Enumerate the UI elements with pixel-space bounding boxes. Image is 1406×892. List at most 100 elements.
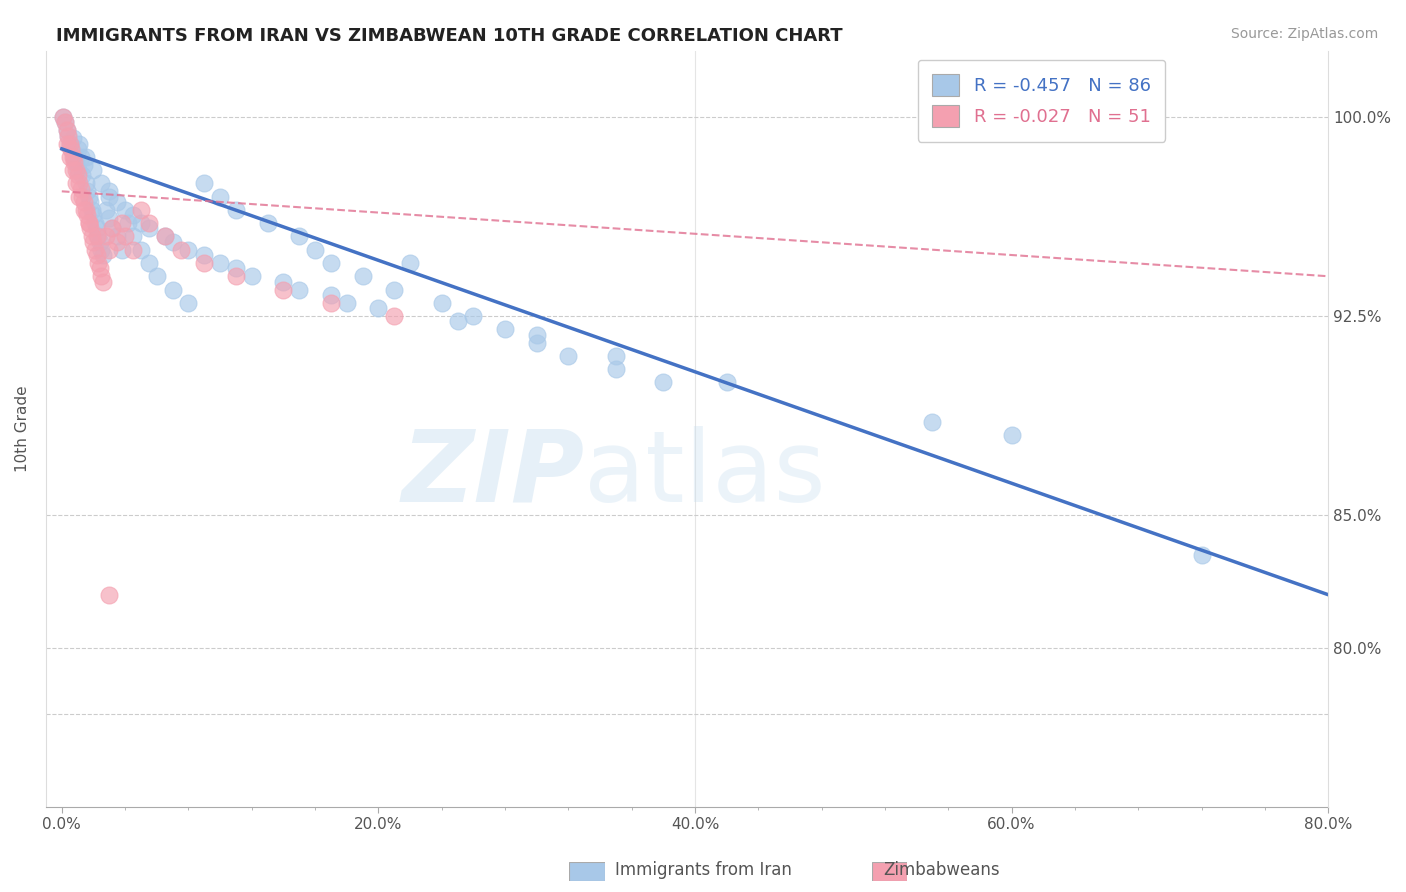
Point [336, 295, 359, 310]
Point [162, 283, 184, 297]
Point [67, 177, 90, 191]
Point [111, 216, 134, 230]
Point [225, 269, 247, 284]
Point [319, 295, 342, 310]
Point [122, 229, 145, 244]
Point [53, 115, 76, 129]
Point [138, 216, 160, 230]
Point [526, 335, 548, 350]
Point [66, 163, 89, 178]
Point [98, 184, 121, 198]
Point [91, 248, 114, 262]
Point [90, 243, 112, 257]
Point [367, 301, 389, 315]
Point [90, 177, 112, 191]
Text: IMMIGRANTS FROM IRAN VS ZIMBABWEAN 10TH GRADE CORRELATION CHART: IMMIGRANTS FROM IRAN VS ZIMBABWEAN 10TH … [56, 27, 842, 45]
Point [382, 283, 405, 297]
Point [59, 136, 82, 151]
Point [122, 208, 145, 222]
Point [63, 150, 86, 164]
Point [73, 158, 96, 172]
Point [75, 202, 97, 217]
Point [153, 229, 176, 244]
Point [557, 349, 579, 363]
Point [89, 235, 111, 249]
Point [225, 202, 247, 217]
Text: Zimbabweans: Zimbabweans [884, 861, 1000, 879]
Point [1191, 548, 1213, 562]
Point [94, 202, 117, 217]
Point [80, 229, 103, 244]
Point [399, 256, 422, 270]
Point [84, 243, 107, 257]
Point [89, 261, 111, 276]
Point [53, 115, 76, 129]
Point [86, 221, 108, 235]
Point [138, 221, 160, 235]
Point [86, 229, 108, 244]
Point [90, 269, 112, 284]
Point [114, 229, 136, 244]
Point [82, 163, 104, 178]
Point [352, 269, 374, 284]
Point [605, 349, 627, 363]
Point [62, 150, 84, 164]
Point [105, 235, 128, 249]
Point [55, 136, 77, 151]
Point [66, 142, 89, 156]
Point [91, 275, 114, 289]
Point [129, 216, 152, 230]
Point [69, 182, 91, 196]
Point [65, 155, 87, 169]
Point [98, 189, 121, 203]
Point [1000, 428, 1022, 442]
Point [288, 229, 311, 244]
Point [319, 288, 342, 302]
Text: Source: ZipAtlas.com: Source: ZipAtlas.com [1230, 27, 1378, 41]
Point [79, 194, 101, 209]
Point [446, 314, 468, 328]
Text: ZIP: ZIP [402, 425, 585, 523]
Point [55, 123, 77, 137]
Point [76, 184, 98, 198]
Point [111, 243, 134, 257]
Point [82, 235, 104, 249]
Point [52, 110, 75, 124]
Point [73, 194, 96, 209]
Point [105, 194, 128, 209]
Point [75, 177, 97, 191]
Point [82, 208, 104, 222]
Point [87, 256, 110, 270]
Point [162, 235, 184, 249]
Point [193, 248, 215, 262]
Point [75, 150, 97, 164]
Point [59, 150, 82, 164]
Point [117, 216, 139, 230]
Point [60, 142, 83, 156]
Point [382, 309, 405, 323]
Point [63, 155, 86, 169]
Point [129, 202, 152, 217]
Point [177, 243, 200, 257]
Point [288, 283, 311, 297]
Legend: R = -0.457   N = 86, R = -0.027   N = 51: R = -0.457 N = 86, R = -0.027 N = 51 [918, 60, 1166, 142]
Point [60, 142, 83, 156]
Point [72, 189, 94, 203]
Point [105, 229, 128, 244]
Point [193, 256, 215, 270]
Point [77, 216, 100, 230]
Point [56, 128, 79, 143]
Point [273, 283, 295, 297]
Point [129, 243, 152, 257]
Point [98, 588, 121, 602]
Point [62, 163, 84, 178]
Point [921, 415, 943, 429]
Point [69, 150, 91, 164]
Point [494, 322, 516, 336]
Point [80, 202, 103, 217]
Point [304, 243, 326, 257]
Point [146, 269, 169, 284]
Point [94, 229, 117, 244]
Point [77, 189, 100, 203]
Point [65, 163, 87, 178]
